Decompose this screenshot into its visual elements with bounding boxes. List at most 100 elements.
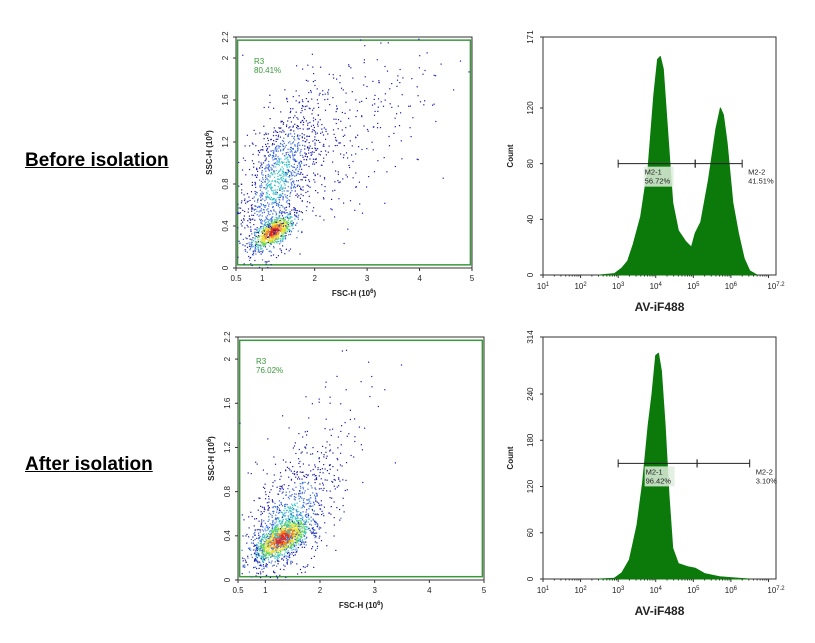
scatter-point (291, 551, 293, 554)
scatter-point (284, 222, 286, 224)
scatter-point (263, 224, 265, 226)
scatter-point (271, 515, 273, 517)
scatter-point (384, 202, 386, 204)
scatter-point (277, 544, 279, 546)
scatter-point (323, 127, 325, 129)
scatter-point (288, 127, 290, 129)
scatter-point (310, 531, 312, 533)
scatter-point (261, 547, 263, 549)
scatter-point (313, 130, 315, 132)
x-tick-label: 0.5 (232, 586, 244, 595)
scatter-point (267, 509, 270, 511)
scatter-point (287, 148, 289, 150)
scatter-point (320, 164, 322, 166)
scatter-point (277, 255, 279, 257)
scatter-point (279, 194, 281, 196)
scatter-point (284, 187, 286, 189)
scatter-point (273, 247, 275, 249)
scatter-point (271, 168, 273, 170)
scatter-point (296, 541, 298, 543)
scatter-point (396, 85, 398, 87)
scatter-point (371, 141, 373, 143)
scatter-point (270, 553, 272, 555)
scatter-point (257, 545, 259, 547)
scatter-point (284, 523, 286, 525)
y-axis-label-text: SSC-H (10 (207, 442, 216, 481)
scatter-point (281, 542, 283, 544)
scatter-point (394, 117, 396, 119)
scatter-point (277, 230, 279, 233)
scatter-point (266, 238, 268, 240)
scatter-point (272, 533, 274, 536)
scatter-point (332, 428, 334, 430)
scatter-point (324, 178, 326, 180)
scatter-point (249, 547, 251, 549)
scatter-point (298, 495, 300, 497)
scatter-point (261, 170, 263, 172)
scatter-point (290, 478, 293, 480)
scatter-point (263, 567, 265, 570)
scatter-point (278, 196, 280, 198)
scatter-point (342, 505, 344, 507)
scatter-point (418, 67, 420, 69)
scatter-point (299, 492, 301, 494)
scatter-point (282, 519, 285, 521)
scatter-point (252, 197, 254, 199)
scatter-point (276, 549, 278, 551)
scatter-point (270, 235, 272, 237)
scatter-point (270, 187, 273, 189)
scatter-point (270, 556, 272, 558)
scatter-point (251, 264, 253, 267)
scatter-point (286, 509, 288, 511)
scatter-point (248, 516, 250, 518)
scatter-point (293, 474, 295, 476)
scatter-point (286, 562, 288, 564)
scatter-point (373, 171, 376, 173)
scatter-point (270, 167, 272, 169)
scatter-point (293, 163, 295, 165)
scatter-point (289, 461, 291, 463)
scatter-point (442, 177, 444, 179)
scatter-point (282, 541, 284, 543)
scatter-point (270, 150, 272, 152)
scatter-point (301, 531, 303, 533)
scatter-point (282, 542, 284, 544)
scatter-point (349, 140, 351, 142)
scatter-point (290, 191, 292, 194)
scatter-point (277, 227, 279, 229)
scatter-point (277, 542, 279, 545)
scatter-point (384, 389, 386, 391)
scatter-point (286, 212, 288, 214)
scatter-point (335, 549, 337, 551)
scatter-point (290, 507, 292, 509)
scatter-point (259, 179, 261, 181)
scatter-point (267, 143, 269, 145)
scatter-point (262, 193, 264, 195)
scatter-point (300, 520, 302, 522)
scatter-point (264, 239, 266, 241)
scatter-point (259, 214, 261, 216)
scatter-point (303, 134, 305, 136)
scatter-point (301, 471, 303, 473)
scatter-point (285, 515, 287, 517)
y-axis-label-exponent: 6 (205, 132, 211, 136)
scatter-point (263, 230, 265, 232)
scatter-point (282, 217, 285, 219)
scatter-point (286, 537, 289, 539)
scatter-point (300, 161, 302, 163)
scatter-point (287, 190, 289, 192)
scatter-point (289, 216, 291, 218)
scatter-point (386, 171, 388, 173)
scatter-point (282, 488, 284, 490)
scatter-point (299, 135, 301, 137)
scatter-point (292, 148, 294, 150)
scatter-point (311, 403, 313, 405)
scatter-point (293, 536, 295, 538)
scatter-point (271, 229, 273, 231)
scatter-point (249, 238, 251, 240)
scatter-point (268, 237, 270, 239)
scatter-point (257, 547, 259, 549)
scatter-point (243, 215, 245, 217)
scatter-point (276, 192, 278, 194)
scatter-point (257, 231, 259, 234)
